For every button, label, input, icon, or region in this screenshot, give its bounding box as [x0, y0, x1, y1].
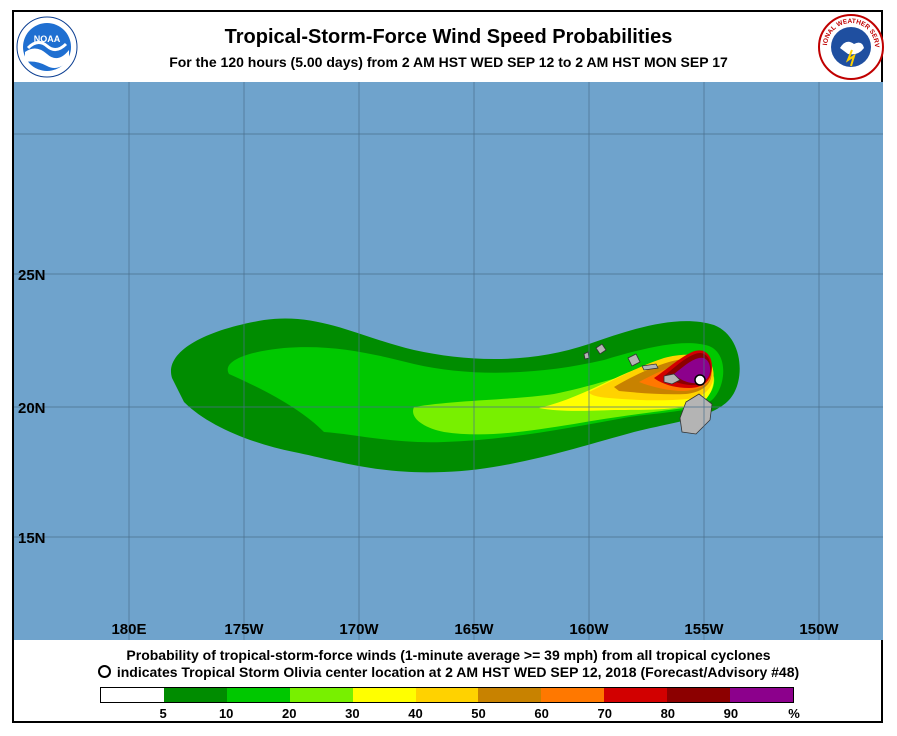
color-swatch	[730, 688, 793, 702]
probability-map: 25N 20N 15N 180E 175W 170W 165W 160W 155W 150W	[14, 82, 883, 640]
color-swatch	[226, 688, 290, 702]
probability-scale-labels: 5 10 20 30 40 50 60 70 80 90%	[100, 706, 810, 722]
caption-line-2-row: indicates Tropical Storm Olivia center l…	[0, 664, 897, 680]
scale-label: 10	[218, 706, 234, 721]
scale-label: 20	[282, 706, 297, 721]
longitude-label: 155W	[684, 621, 724, 638]
maui	[663, 373, 681, 385]
longitude-label: 150W	[799, 621, 839, 638]
color-swatch	[667, 688, 731, 702]
color-swatch	[415, 688, 479, 702]
longitude-label: 160W	[569, 621, 609, 638]
scale-label: 60	[534, 706, 549, 721]
latitude-label: 15N	[18, 530, 46, 547]
longitude-label: 165W	[454, 621, 494, 638]
noaa-logo: NOAA	[16, 16, 78, 78]
storm-center-legend-icon	[97, 665, 111, 678]
color-swatch	[101, 688, 164, 702]
molokai	[641, 363, 659, 371]
color-swatch	[289, 688, 353, 702]
caption-line-1: Probability of tropical-storm-force wind…	[126, 647, 771, 663]
chart-subtitle: For the 120 hours (5.00 days) from 2 AM …	[169, 54, 728, 70]
latitude-labels: 25N 20N 15N	[18, 267, 46, 547]
noaa-logo-text: NOAA	[34, 34, 61, 44]
nws-logo: NATIONAL WEATHER SERVICE	[818, 14, 884, 80]
caption-line-2: indicates Tropical Storm Olivia center l…	[116, 664, 800, 680]
scale-label: 70	[597, 706, 612, 721]
color-swatch	[604, 688, 668, 702]
chart-title: Tropical-Storm-Force Wind Speed Probabil…	[224, 26, 673, 48]
scale-label: 80	[660, 706, 676, 721]
scale-label: %	[788, 706, 800, 721]
color-swatch	[352, 688, 416, 702]
kauai	[595, 343, 607, 355]
color-swatch	[541, 688, 605, 702]
longitude-label: 180E	[111, 621, 146, 638]
scale-label: 5	[159, 706, 167, 721]
longitude-label: 170W	[339, 621, 379, 638]
lat-lon-grid	[14, 82, 883, 640]
latitude-label: 25N	[18, 267, 46, 284]
latitude-label: 20N	[18, 400, 46, 417]
longitude-labels: 180E 175W 170W 165W 160W 155W 150W	[111, 621, 839, 638]
scale-label: 50	[471, 706, 486, 721]
color-swatch	[478, 688, 542, 702]
probability-color-scale	[100, 687, 794, 703]
color-swatch	[163, 688, 227, 702]
scale-label: 90	[723, 706, 739, 721]
scale-label: 40	[408, 706, 423, 721]
scale-label: 30	[345, 706, 360, 721]
oahu	[627, 353, 641, 367]
longitude-label: 175W	[224, 621, 264, 638]
storm-center-marker	[694, 374, 706, 386]
